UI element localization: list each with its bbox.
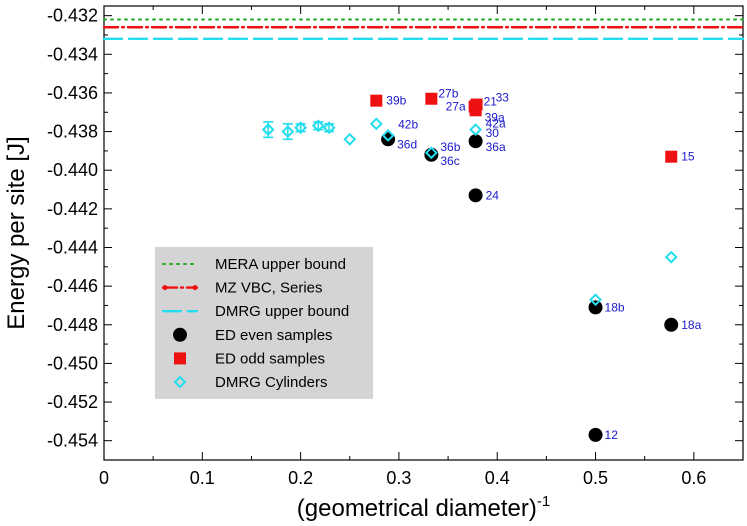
point-label: 24 bbox=[486, 188, 500, 202]
x-tick-label: 0 bbox=[99, 468, 109, 488]
dmrg-cylinders-point bbox=[381, 129, 395, 142]
y-tick-label: -0.432 bbox=[47, 6, 98, 26]
point-label: 15 bbox=[681, 150, 695, 164]
point-label: 42b bbox=[398, 117, 418, 131]
y-tick-label: -0.452 bbox=[47, 392, 98, 412]
ed-even-samples-point bbox=[468, 134, 483, 149]
y-tick-label: -0.442 bbox=[47, 199, 98, 219]
y-tick-label: -0.438 bbox=[47, 122, 98, 142]
ed-odd-samples-point bbox=[469, 102, 482, 115]
dmrg-cylinders-point bbox=[311, 119, 325, 133]
x-tick-label: 0.3 bbox=[386, 468, 411, 488]
point-label: 18b bbox=[605, 300, 625, 314]
dmrg-cylinders-point bbox=[343, 132, 357, 146]
y-tick-label: -0.448 bbox=[47, 315, 98, 335]
x-tick-label: 0.1 bbox=[190, 468, 215, 488]
x-tick-label: 0.5 bbox=[583, 468, 608, 488]
legend-marker-swatch bbox=[173, 327, 187, 342]
dmrg-cylinders-point bbox=[281, 125, 295, 138]
dmrg-cylinders-point bbox=[664, 250, 678, 264]
ed-even-samples-point bbox=[664, 317, 679, 332]
x-tick-label: 0.4 bbox=[485, 468, 510, 488]
point-label: 18a bbox=[681, 318, 701, 332]
ed-even-samples-point bbox=[424, 147, 439, 162]
ed-even-samples-point bbox=[588, 427, 603, 442]
legend-entry-label: DMRG Cylinders bbox=[215, 374, 328, 391]
ed-even-samples-point bbox=[468, 188, 483, 203]
reference-lines bbox=[102, 18, 745, 41]
point-label: 36d bbox=[397, 137, 417, 151]
dmrg-cylinders-point bbox=[261, 123, 275, 137]
plot-frame bbox=[103, 5, 744, 461]
ed-odd-samples-point bbox=[370, 94, 383, 107]
point-label: 36a bbox=[486, 140, 506, 154]
point-label: 39b bbox=[386, 94, 406, 108]
legend-entry-label: ED odd samples bbox=[215, 350, 325, 367]
y-tick-label: -0.436 bbox=[47, 83, 98, 103]
legend-entry-label: MERA upper bound bbox=[215, 256, 346, 273]
dmrg-cylinders-point bbox=[294, 121, 308, 135]
dmrg-cylinders-point bbox=[369, 117, 383, 131]
point-label: 36c bbox=[440, 154, 459, 168]
y-tick-label: -0.454 bbox=[47, 431, 98, 451]
x-tick-label: 0.6 bbox=[681, 468, 706, 488]
x-axis-title-exponent: -1 bbox=[537, 493, 550, 510]
legend: MERA upper bound MZ VBC, Series DMRG upper… bbox=[155, 247, 373, 399]
legend-entry-label: MZ VBC, Series bbox=[215, 280, 323, 297]
legend-entry-label: DMRG upper bound bbox=[215, 303, 349, 320]
point-label: 12 bbox=[605, 428, 619, 442]
y-tick-label: -0.444 bbox=[47, 237, 98, 257]
point-label: 33 bbox=[496, 90, 510, 104]
point-label: 42a bbox=[486, 117, 506, 131]
y-axis-title: Energy per site [J] bbox=[3, 136, 30, 329]
y-tick-label: -0.434 bbox=[47, 44, 98, 64]
legend-box bbox=[155, 247, 373, 399]
legend-marker-swatch bbox=[174, 352, 186, 365]
ed-odd-samples-point bbox=[665, 150, 678, 163]
dmrg-cylinders-point bbox=[469, 123, 483, 137]
legend-marker-swatch bbox=[173, 375, 187, 389]
axes-layer: 0 0.1 0.2 0.3 0.4 0.5 0.6 -0.432 -0.434 -0.436 -0.… bbox=[47, 5, 744, 488]
point-label: 39a bbox=[485, 110, 505, 124]
legend-line-dot bbox=[192, 285, 198, 291]
point-label: 27b bbox=[438, 87, 458, 101]
y-tick-label: -0.450 bbox=[47, 353, 98, 373]
data-points bbox=[261, 92, 679, 442]
dmrg-cylinders-point bbox=[589, 293, 602, 307]
point-label: 36b bbox=[440, 140, 460, 154]
x-tick-label: 0.2 bbox=[288, 468, 313, 488]
ed-even-samples-point bbox=[588, 300, 603, 315]
dmrg-cylinders-point bbox=[322, 121, 336, 135]
legend-entry-label: ED even samples bbox=[215, 327, 333, 344]
point-label: 30 bbox=[486, 126, 500, 140]
point-label: 21 bbox=[484, 95, 498, 109]
legend-line-dot bbox=[162, 285, 168, 291]
x-axis-title: (geometrical diameter)-1 bbox=[297, 493, 550, 522]
point-label: 27a bbox=[446, 99, 466, 113]
ed-odd-samples-point bbox=[425, 92, 438, 105]
dmrg-cylinders-point bbox=[424, 146, 438, 160]
y-tick-label: -0.440 bbox=[47, 160, 98, 180]
y-tick-label: -0.446 bbox=[47, 276, 98, 296]
